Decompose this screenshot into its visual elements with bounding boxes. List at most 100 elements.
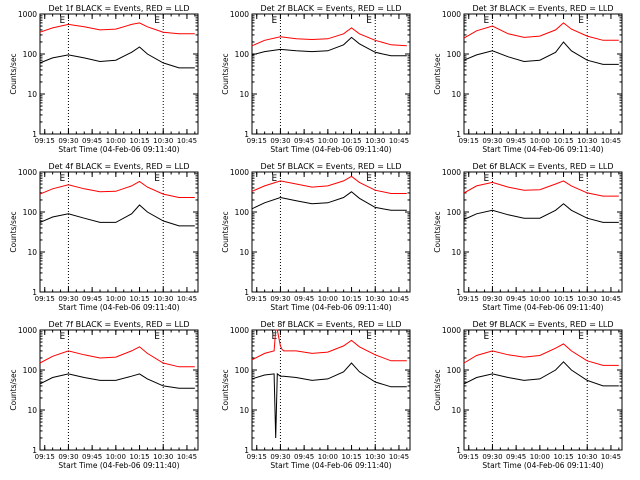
y-tick-label: 10	[27, 248, 37, 257]
y-tick-label: 10	[451, 90, 461, 99]
y-tick-label: 1000	[442, 168, 461, 177]
x-tick-label: 10:45	[601, 295, 621, 303]
y-tick-label: 1000	[18, 326, 37, 335]
x-tick-label: 09:45	[82, 137, 102, 145]
x-tick-label: 10:30	[153, 295, 173, 303]
y-tick-label: 1000	[442, 326, 461, 335]
y-tick-label: 1	[244, 446, 249, 455]
lld-series-line	[463, 343, 619, 366]
axes-frame	[39, 171, 199, 293]
x-tick-label: 10:15	[129, 295, 149, 303]
x-tick-label: 10:45	[389, 453, 409, 461]
y-tick-label: 1000	[230, 168, 249, 177]
x-tick-label: 09:15	[459, 453, 479, 461]
x-tick-label: 09:15	[247, 295, 267, 303]
events-series-line	[39, 46, 195, 69]
y-tick-label: 100	[235, 366, 250, 375]
axes-frame	[463, 329, 623, 451]
y-tick-label: 1	[456, 446, 461, 455]
y-tick-label: 1000	[442, 10, 461, 19]
x-tick-label: 09:15	[459, 295, 479, 303]
x-tick-label: 10:00	[530, 137, 550, 145]
y-tick-label: 10	[451, 248, 461, 257]
x-tick-label: 10:45	[601, 453, 621, 461]
y-tick-label: 100	[23, 208, 38, 217]
x-tick-label: 09:30	[270, 453, 290, 461]
detector-panel: Det 6f BLACK = Events, RED = LLD 1 10 100 10…	[433, 162, 623, 312]
event-marker-label: E	[271, 332, 277, 342]
detector-panel: Det 3f BLACK = Events, RED = LLD 1 10 100 10…	[433, 4, 623, 154]
x-tick-label: 10:45	[177, 137, 197, 145]
event-marker-label: E	[154, 332, 160, 342]
x-tick-label: 10:30	[577, 137, 597, 145]
axes-frame	[39, 13, 199, 135]
event-marker-label: E	[59, 174, 65, 184]
x-tick-label: 10:30	[577, 295, 597, 303]
x-tick-label: 10:15	[129, 453, 149, 461]
panel-title: Det 3f BLACK = Events, RED = LLD	[472, 4, 613, 13]
panel-title: Det 2f BLACK = Events, RED = LLD	[260, 4, 401, 13]
x-tick-label: 09:45	[506, 453, 526, 461]
y-tick-label: 10	[239, 90, 249, 99]
x-tick-label: 10:00	[106, 453, 126, 461]
y-axis-label: Counts/sec	[221, 53, 230, 94]
lld-series-line	[463, 180, 619, 197]
x-tick-label: 10:45	[389, 137, 409, 145]
panel-title: Det 5f BLACK = Events, RED = LLD	[260, 162, 401, 171]
x-axis-label: Start Time (04-Feb-06 09:11:40)	[270, 303, 391, 312]
event-marker-label: E	[154, 16, 160, 26]
x-tick-label: 09:30	[58, 453, 78, 461]
y-axis-label: Counts/sec	[221, 211, 230, 252]
event-marker-label: E	[578, 16, 584, 26]
x-tick-label: 09:15	[247, 137, 267, 145]
y-tick-label: 10	[451, 406, 461, 415]
event-marker-label: E	[366, 332, 372, 342]
detector-panel: Det 9f BLACK = Events, RED = LLD 1 10 100 10…	[433, 320, 623, 470]
x-tick-label: 09:15	[247, 453, 267, 461]
x-tick-label: 10:15	[129, 137, 149, 145]
x-tick-label: 10:45	[177, 295, 197, 303]
x-tick-label: 10:00	[318, 295, 338, 303]
x-tick-label: 10:15	[553, 453, 573, 461]
detector-panel: Det 1f BLACK = Events, RED = LLD 1 10 100 10…	[9, 4, 199, 154]
x-tick-label: 09:45	[82, 295, 102, 303]
x-tick-label: 10:30	[153, 137, 173, 145]
events-series-line	[463, 361, 619, 387]
x-tick-label: 10:30	[577, 453, 597, 461]
detector-panel: Det 4f BLACK = Events, RED = LLD 1 10 100 10…	[9, 162, 199, 312]
x-tick-label: 09:15	[459, 137, 479, 145]
panel-title: Det 8f BLACK = Events, RED = LLD	[260, 320, 401, 329]
axes-frame	[251, 171, 411, 293]
y-tick-label: 100	[23, 50, 38, 59]
x-tick-label: 10:45	[177, 453, 197, 461]
lld-series-line	[39, 180, 195, 198]
lld-series-line	[463, 22, 619, 41]
x-tick-label: 10:45	[601, 137, 621, 145]
lld-series-line	[251, 175, 407, 194]
event-marker-label: E	[483, 332, 489, 342]
x-axis-label: Start Time (04-Feb-06 09:11:40)	[270, 145, 391, 154]
x-tick-label: 09:15	[35, 453, 55, 461]
x-tick-label: 10:15	[341, 453, 361, 461]
x-axis-label: Start Time (04-Feb-06 09:11:40)	[270, 461, 391, 470]
axes-frame	[39, 329, 199, 451]
events-series-line	[39, 204, 195, 227]
x-tick-label: 09:45	[506, 295, 526, 303]
panel-title: Det 4f BLACK = Events, RED = LLD	[48, 162, 189, 171]
y-tick-label: 100	[447, 366, 462, 375]
events-series-line	[39, 373, 195, 389]
y-tick-label: 100	[235, 50, 250, 59]
event-marker-label: E	[366, 16, 372, 26]
y-tick-label: 100	[447, 50, 462, 59]
lld-series-line	[251, 329, 407, 362]
lld-series-line	[39, 22, 195, 35]
x-tick-label: 09:30	[482, 137, 502, 145]
y-tick-label: 100	[23, 366, 38, 375]
axes-frame	[251, 13, 411, 135]
y-axis-label: Counts/sec	[9, 211, 18, 252]
y-axis-label: Counts/sec	[433, 211, 442, 252]
x-tick-label: 10:45	[389, 295, 409, 303]
x-axis-label: Start Time (04-Feb-06 09:11:40)	[482, 303, 603, 312]
panel-title: Det 9f BLACK = Events, RED = LLD	[472, 320, 613, 329]
